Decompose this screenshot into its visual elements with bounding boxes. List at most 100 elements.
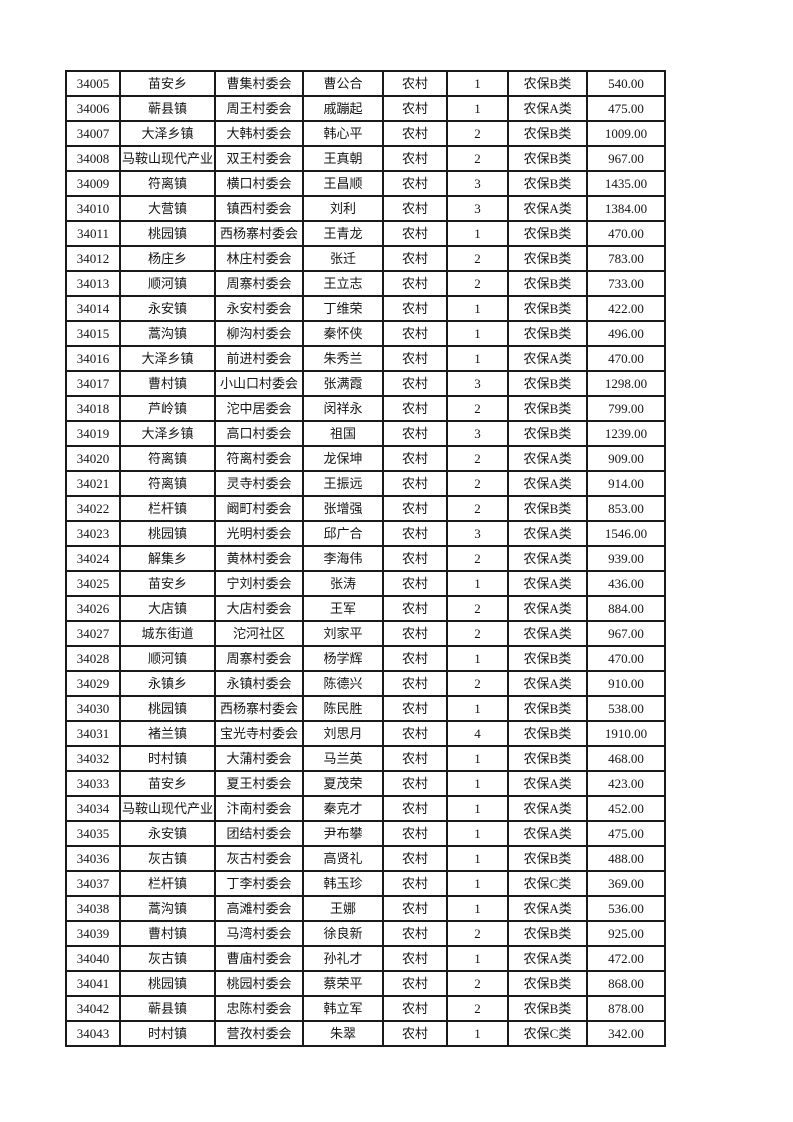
cell-town: 大泽乡镇 [120, 421, 216, 446]
cell-residence: 农村 [383, 421, 448, 446]
table-row: 34043 时村镇 营孜村委会 朱翠 农村 1 农保C类 342.00 [66, 1021, 666, 1046]
cell-village: 忠陈村委会 [215, 996, 304, 1021]
table-row: 34013 顺河镇 周寨村委会 王立志 农村 2 农保B类 733.00 [66, 271, 666, 296]
cell-town: 灰古镇 [120, 946, 216, 971]
cell-person: 夏茂荣 [303, 771, 384, 796]
table-row: 34041 桃园镇 桃园村委会 蔡荣平 农村 2 农保B类 868.00 [66, 971, 666, 996]
cell-category: 农保A类 [508, 196, 588, 221]
cell-residence: 农村 [383, 471, 448, 496]
cell-village: 营孜村委会 [215, 1021, 304, 1046]
cell-person: 朱秀兰 [303, 346, 384, 371]
cell-count: 1 [447, 746, 509, 771]
cell-count: 2 [447, 971, 509, 996]
cell-residence: 农村 [383, 821, 448, 846]
cell-residence: 农村 [383, 971, 448, 996]
cell-amount: 1435.00 [587, 171, 666, 196]
cell-count: 1 [447, 346, 509, 371]
cell-village: 光明村委会 [215, 521, 304, 546]
cell-amount: 914.00 [587, 471, 666, 496]
table-row: 34017 曹村镇 小山口村委会 张满霞 农村 3 农保B类 1298.00 [66, 371, 666, 396]
cell-count: 2 [447, 596, 509, 621]
cell-village: 团结村委会 [215, 821, 304, 846]
cell-id: 34030 [66, 696, 120, 721]
cell-village: 阚町村委会 [215, 496, 304, 521]
cell-id: 34011 [66, 221, 120, 246]
cell-village: 大店村委会 [215, 596, 304, 621]
cell-amount: 538.00 [587, 696, 666, 721]
cell-amount: 488.00 [587, 846, 666, 871]
cell-category: 农保A类 [508, 521, 588, 546]
cell-amount: 436.00 [587, 571, 666, 596]
cell-id: 34017 [66, 371, 120, 396]
cell-count: 3 [447, 371, 509, 396]
cell-category: 农保A类 [508, 821, 588, 846]
cell-amount: 342.00 [587, 1021, 666, 1046]
cell-village: 宁刘村委会 [215, 571, 304, 596]
cell-count: 1 [447, 696, 509, 721]
cell-category: 农保B类 [508, 396, 588, 421]
cell-village: 林庄村委会 [215, 246, 304, 271]
cell-village: 夏王村委会 [215, 771, 304, 796]
cell-amount: 1546.00 [587, 521, 666, 546]
cell-person: 曹公合 [303, 71, 384, 96]
cell-village: 桃园村委会 [215, 971, 304, 996]
cell-residence: 农村 [383, 296, 448, 321]
table-row: 34009 符离镇 横口村委会 王昌顺 农村 3 农保B类 1435.00 [66, 171, 666, 196]
cell-person: 张增强 [303, 496, 384, 521]
cell-person: 刘思月 [303, 721, 384, 746]
cell-town: 永安镇 [120, 296, 216, 321]
cell-id: 34009 [66, 171, 120, 196]
cell-amount: 1009.00 [587, 121, 666, 146]
cell-category: 农保B类 [508, 171, 588, 196]
cell-category: 农保B类 [508, 996, 588, 1021]
cell-category: 农保B类 [508, 121, 588, 146]
cell-village: 汴南村委会 [215, 796, 304, 821]
cell-amount: 1910.00 [587, 721, 666, 746]
cell-person: 张涛 [303, 571, 384, 596]
cell-village: 西杨寨村委会 [215, 221, 304, 246]
table-row: 34018 芦岭镇 沱中居委会 闵祥永 农村 2 农保B类 799.00 [66, 396, 666, 421]
cell-residence: 农村 [383, 546, 448, 571]
cell-category: 农保B类 [508, 146, 588, 171]
cell-count: 2 [447, 996, 509, 1021]
cell-count: 2 [447, 246, 509, 271]
cell-village: 沱中居委会 [215, 396, 304, 421]
cell-id: 34042 [66, 996, 120, 1021]
cell-count: 2 [447, 446, 509, 471]
cell-residence: 农村 [383, 271, 448, 296]
table-row: 34025 苗安乡 宁刘村委会 张涛 农村 1 农保A类 436.00 [66, 571, 666, 596]
cell-category: 农保A类 [508, 96, 588, 121]
cell-residence: 农村 [383, 796, 448, 821]
cell-id: 34016 [66, 346, 120, 371]
table-row: 34023 桃园镇 光明村委会 邱广合 农村 3 农保A类 1546.00 [66, 521, 666, 546]
cell-category: 农保C类 [508, 1021, 588, 1046]
cell-village: 西杨寨村委会 [215, 696, 304, 721]
cell-town: 桃园镇 [120, 521, 216, 546]
cell-amount: 925.00 [587, 921, 666, 946]
table-body: 34005 苗安乡 曹集村委会 曹公合 农村 1 农保B类 540.00 34006 蕲县镇 周王村… [66, 71, 666, 1046]
cell-amount: 799.00 [587, 396, 666, 421]
cell-residence: 农村 [383, 96, 448, 121]
cell-id: 34014 [66, 296, 120, 321]
table-row: 34021 符离镇 灵寺村委会 王振远 农村 2 农保A类 914.00 [66, 471, 666, 496]
cell-id: 34025 [66, 571, 120, 596]
cell-category: 农保B类 [508, 246, 588, 271]
cell-residence: 农村 [383, 521, 448, 546]
cell-town: 灰古镇 [120, 846, 216, 871]
cell-village: 柳沟村委会 [215, 321, 304, 346]
cell-residence: 农村 [383, 71, 448, 96]
cell-amount: 369.00 [587, 871, 666, 896]
cell-town: 解集乡 [120, 546, 216, 571]
cell-person: 王昌顺 [303, 171, 384, 196]
cell-count: 1 [447, 846, 509, 871]
cell-village: 永安村委会 [215, 296, 304, 321]
cell-category: 农保B类 [508, 696, 588, 721]
cell-town: 桃园镇 [120, 221, 216, 246]
cell-residence: 农村 [383, 146, 448, 171]
table-row: 34020 符离镇 符离村委会 龙保坤 农村 2 农保A类 909.00 [66, 446, 666, 471]
cell-residence: 农村 [383, 996, 448, 1021]
cell-person: 王真朝 [303, 146, 384, 171]
cell-count: 1 [447, 96, 509, 121]
cell-town: 大营镇 [120, 196, 216, 221]
cell-amount: 884.00 [587, 596, 666, 621]
